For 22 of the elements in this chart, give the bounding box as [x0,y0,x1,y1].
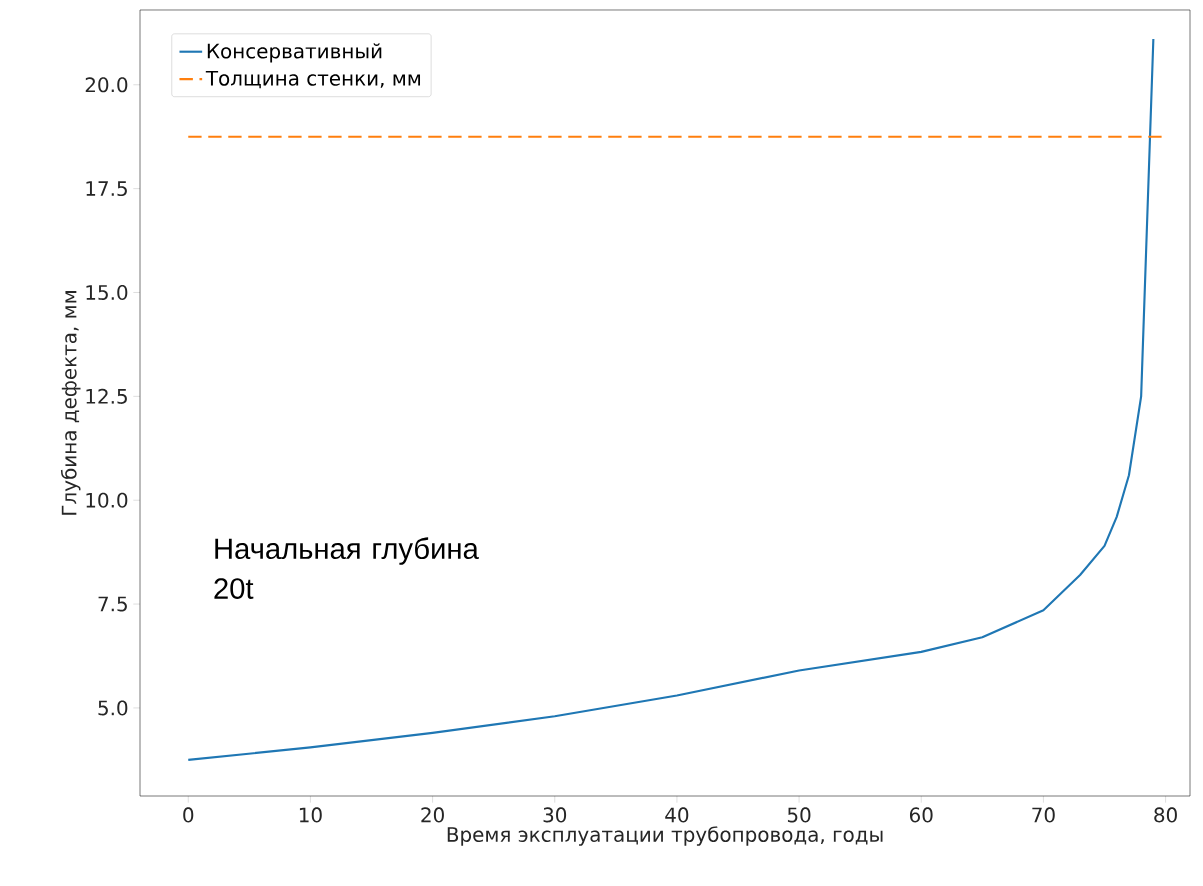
x-tick-label: 0 [183,807,194,823]
x-tick-label: 20 [421,807,444,823]
y-tick-label: 5.0 [98,700,128,716]
x-tick-label: 70 [1032,807,1055,823]
y-tick-label: 15.0 [86,284,128,301]
y-tick-label: 12.5 [86,388,127,404]
legend-label: Толщина стенки, мм [205,70,421,89]
line-series [187,38,1155,761]
y-tick-label: 17.5 [86,181,127,197]
y-tick-label: 20.0 [85,77,128,93]
x-tick-label: 40 [665,807,689,823]
y-tick-label: 7.5 [98,596,127,612]
annotation: Начальная глубина 20t [214,537,479,599]
x-tick-label: 30 [543,807,567,823]
legend-label: Консервативный [207,43,382,63]
x-tick-label: 80 [1154,807,1177,823]
x-tick-label: 50 [787,807,811,823]
x-tick-label: 10 [299,807,322,823]
x-axis-title: Время эксплуатации трубопровода, годы [447,826,883,846]
y-tick-label: 10.0 [86,492,128,508]
y-axis-title: Глубина дефекта, мм [60,291,81,515]
x-tick-label: 60 [909,807,933,823]
